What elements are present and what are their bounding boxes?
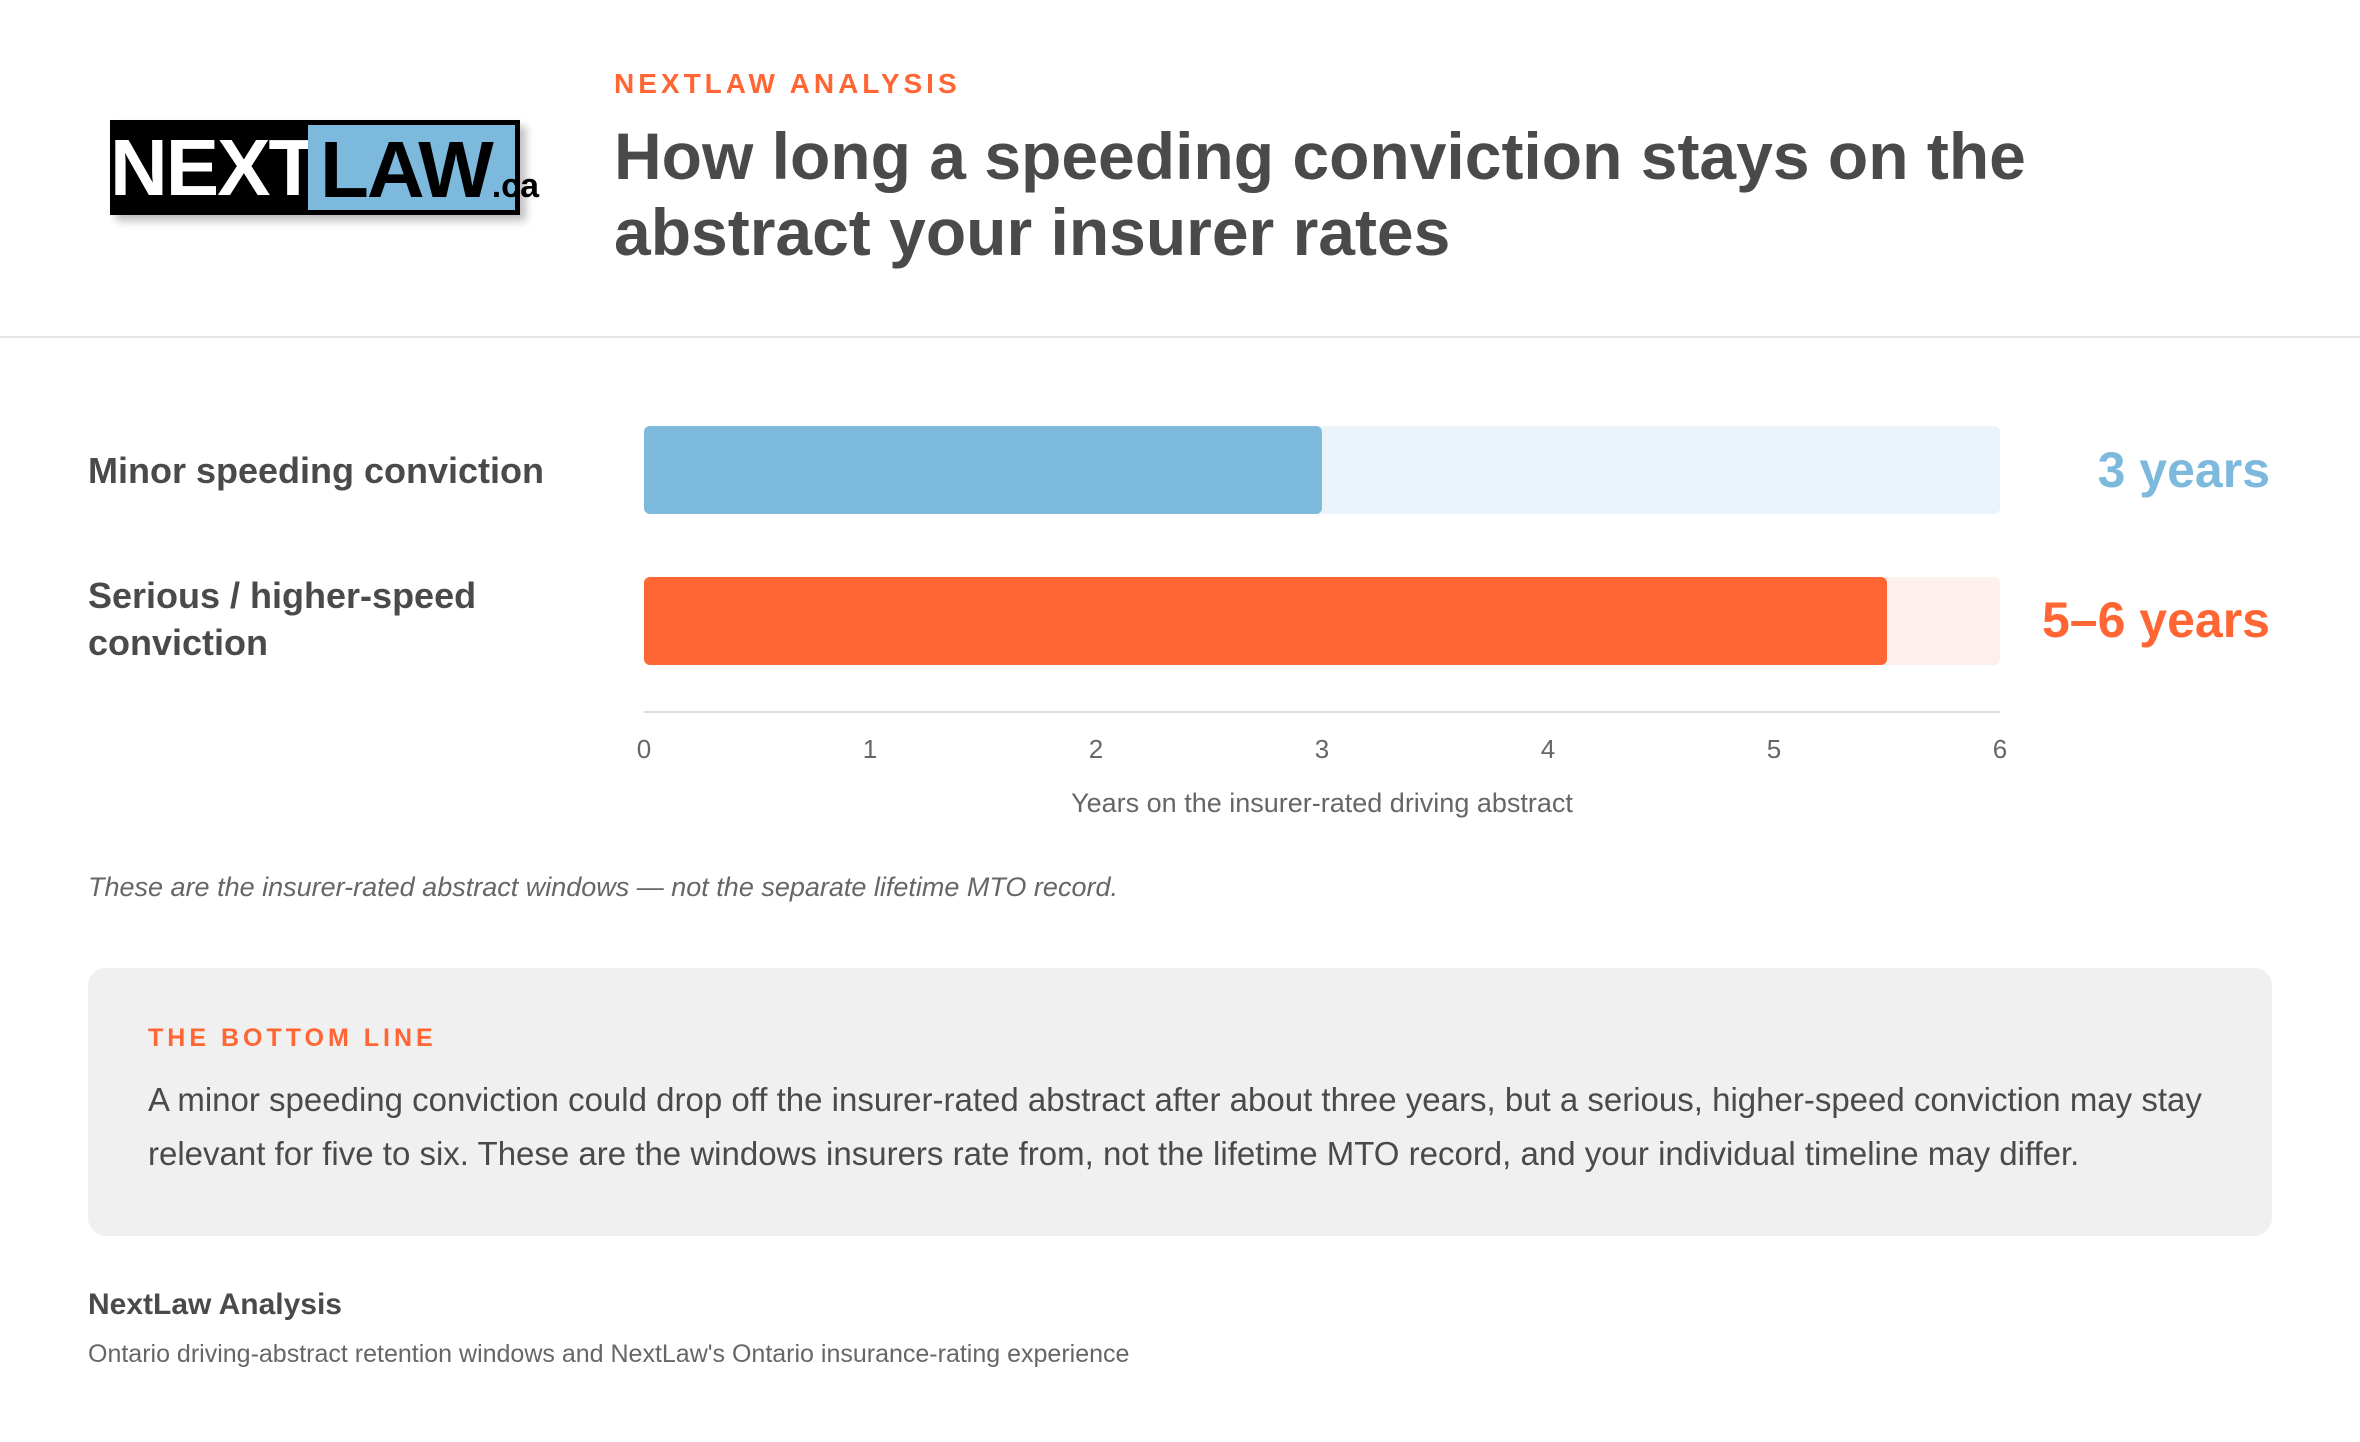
- logo-tld-text: .ca: [491, 167, 539, 205]
- callout-body: A minor speeding conviction could drop o…: [148, 1081, 2202, 1172]
- callout-kicker: THE BOTTOM LINE: [148, 1024, 437, 1052]
- x-tick-label: 0: [637, 734, 651, 764]
- x-tick-label: 5: [1767, 734, 1781, 764]
- page-header: NEXT LAW.ca NEXTLAW ANALYSIS How long a …: [0, 0, 2360, 338]
- bar-minor: [644, 426, 1322, 514]
- x-tick-label: 2: [1089, 734, 1103, 764]
- x-tick-label: 1: [863, 734, 877, 764]
- category-label-minor: Minor speeding conviction: [88, 450, 545, 491]
- chart-note: These are the insurer-rated abstract win…: [88, 872, 1118, 902]
- bar-serious: [644, 577, 1887, 665]
- retention-bar-chart: Minor speeding conviction Serious / high…: [0, 380, 2360, 840]
- logo-next-text: NEXT: [110, 120, 317, 215]
- value-label-serious: 5–6 years: [2041, 592, 2270, 648]
- logo-law-text: LAW: [320, 125, 494, 214]
- bottom-line-callout: THE BOTTOM LINE A minor speeding convict…: [88, 968, 2272, 1236]
- footer-source: Ontario driving-abstract retention windo…: [88, 1340, 1130, 1368]
- header-kicker: NEXTLAW ANALYSIS: [614, 68, 961, 99]
- footer-title: NextLaw Analysis: [88, 1288, 342, 1321]
- page-title: How long a speeding conviction stays on …: [614, 119, 2026, 269]
- nextlaw-logo[interactable]: NEXT LAW.ca: [110, 120, 539, 215]
- logo-law-block: LAW.ca: [308, 120, 539, 215]
- x-axis-title: Years on the insurer-rated driving abstr…: [1071, 788, 1573, 818]
- x-tick-label: 6: [1993, 734, 2007, 764]
- x-tick-label: 4: [1541, 734, 1555, 764]
- value-label-minor: 3 years: [2097, 442, 2270, 498]
- category-label-serious: Serious / higher-speed conviction: [88, 575, 477, 663]
- chart-svg: 0 1 2 3 4 5 6 Years on the insurer-rated drivin…: [637, 426, 2007, 818]
- x-tick-label: 3: [1315, 734, 1329, 764]
